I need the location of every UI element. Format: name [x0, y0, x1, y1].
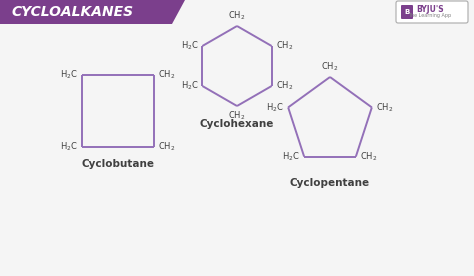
Text: H$_2$C: H$_2$C [60, 141, 78, 153]
Text: CH$_2$: CH$_2$ [228, 110, 246, 123]
Text: CH$_2$: CH$_2$ [276, 40, 293, 52]
Text: CH$_2$: CH$_2$ [158, 141, 175, 153]
Text: Cyclopentane: Cyclopentane [290, 178, 370, 188]
Text: Cyclobutane: Cyclobutane [82, 159, 155, 169]
Text: CH$_2$: CH$_2$ [158, 69, 175, 81]
Text: H$_2$C: H$_2$C [266, 101, 284, 114]
Text: H$_2$C: H$_2$C [181, 80, 198, 92]
Text: CYCLOALKANES: CYCLOALKANES [12, 5, 134, 19]
Text: H$_2$C: H$_2$C [283, 150, 300, 163]
Text: BYJU'S: BYJU'S [416, 4, 444, 14]
Text: CH$_2$: CH$_2$ [376, 101, 393, 114]
FancyBboxPatch shape [401, 5, 413, 19]
Polygon shape [0, 0, 185, 24]
Text: H$_2$C: H$_2$C [60, 69, 78, 81]
Text: CH$_2$: CH$_2$ [321, 60, 339, 73]
Text: CH$_2$: CH$_2$ [360, 150, 377, 163]
Text: Cyclohexane: Cyclohexane [200, 119, 274, 129]
Text: The Learning App: The Learning App [409, 14, 452, 18]
Text: CH$_2$: CH$_2$ [228, 9, 246, 22]
Text: B: B [404, 9, 410, 15]
Text: CH$_2$: CH$_2$ [276, 80, 293, 92]
FancyBboxPatch shape [396, 1, 468, 23]
Text: H$_2$C: H$_2$C [181, 40, 198, 52]
